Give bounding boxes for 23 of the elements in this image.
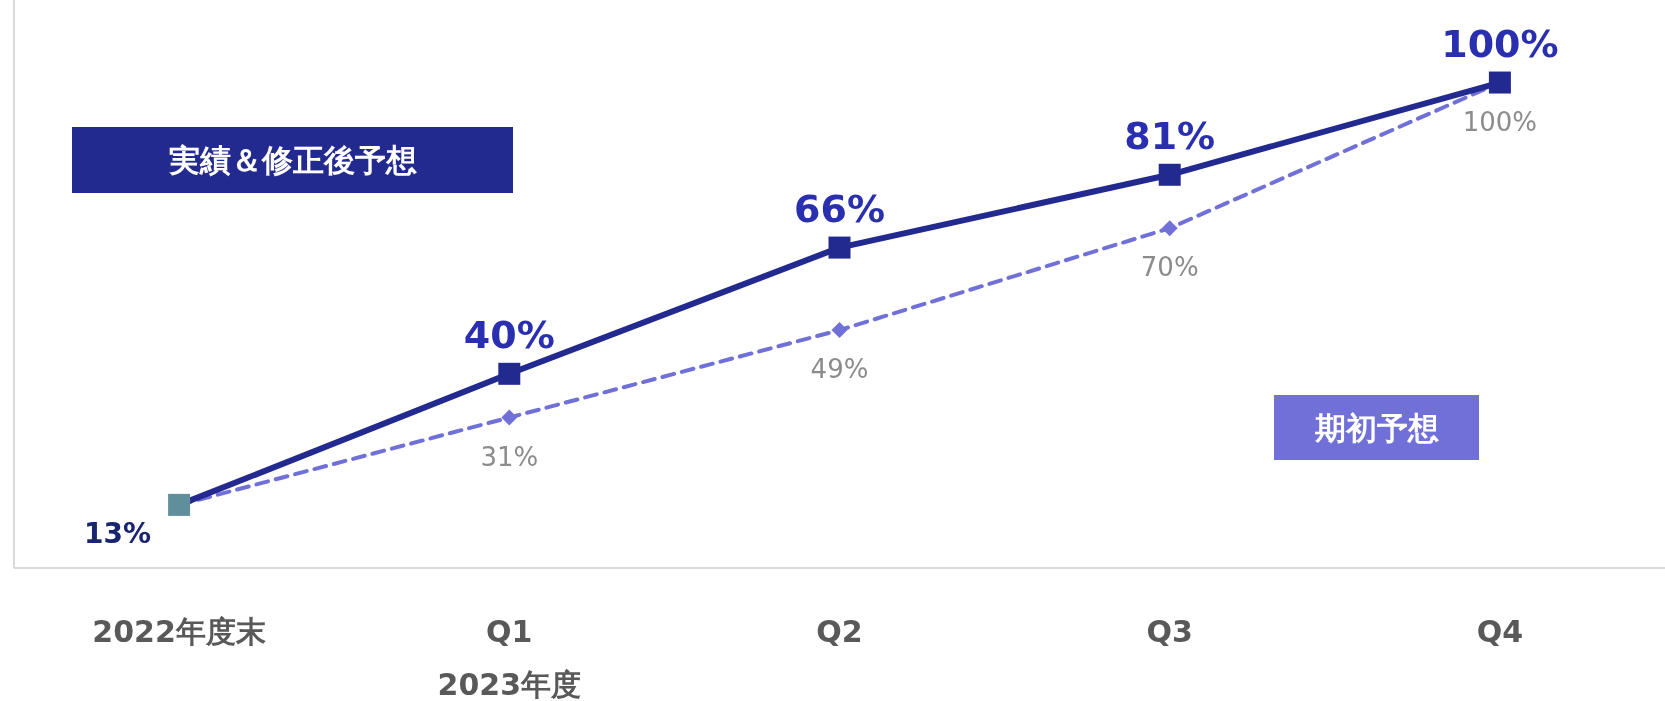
- data-label: 13%: [84, 516, 152, 550]
- point: [498, 362, 521, 385]
- x-tick-label: Q1: [486, 614, 533, 649]
- x-tick-label: 2022年度末: [92, 614, 266, 649]
- data-label: 70%: [1140, 252, 1199, 283]
- x-tick-label: Q2: [816, 614, 863, 649]
- data-label: 31%: [480, 441, 539, 472]
- point: [1161, 220, 1178, 237]
- point: [1158, 163, 1181, 186]
- data-label: 40%: [463, 312, 555, 357]
- data-label: 49%: [810, 354, 869, 385]
- text: 期初予想: [1313, 409, 1439, 446]
- x-tick-label: Q3: [1146, 614, 1193, 649]
- point: [828, 236, 851, 259]
- data-label: 66%: [794, 186, 885, 231]
- data-label: 100%: [1441, 21, 1559, 66]
- text: 実績＆修正後予想: [167, 142, 417, 178]
- point: [831, 322, 848, 339]
- x-tick-label: Q4: [1476, 614, 1524, 649]
- data-label: 100%: [1462, 106, 1538, 137]
- data-label: 81%: [1124, 113, 1216, 158]
- x-axis-title: 2023年度: [437, 667, 582, 701]
- point: [501, 409, 518, 426]
